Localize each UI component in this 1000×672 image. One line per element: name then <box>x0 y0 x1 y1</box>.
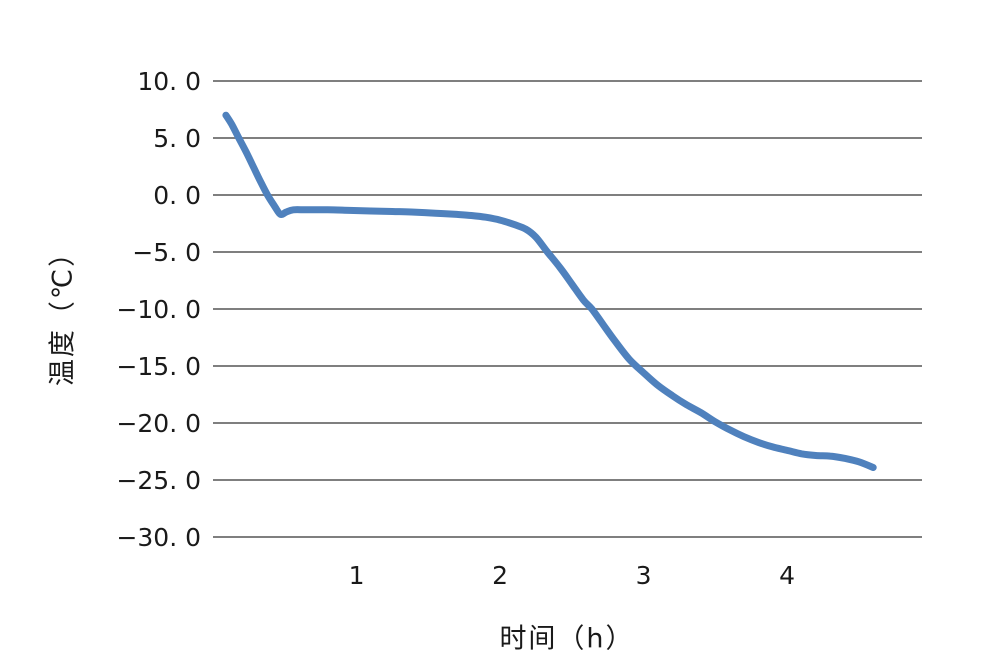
y-tick-label: −10. 0 <box>116 295 201 324</box>
temperature-line <box>222 111 877 471</box>
x-axis-title: 时间（h） <box>499 623 635 655</box>
x-tick-label: 1 <box>349 561 365 590</box>
y-tick-label: −25. 0 <box>116 466 201 495</box>
y-tick-label: 0. 0 <box>153 181 201 210</box>
x-tick-label: 2 <box>492 561 508 590</box>
x-tick-label: 3 <box>636 561 652 590</box>
y-tick-label: −5. 0 <box>132 238 201 267</box>
y-tick-label: 5. 0 <box>153 124 201 153</box>
y-tick-label: −15. 0 <box>116 352 201 381</box>
y-tick-label: −30. 0 <box>116 523 201 552</box>
x-tick-label: 4 <box>779 561 795 590</box>
y-tick-label: −20. 0 <box>116 409 201 438</box>
y-tick-label: 10. 0 <box>137 67 201 96</box>
y-axis-title: 温度（℃） <box>47 237 79 387</box>
